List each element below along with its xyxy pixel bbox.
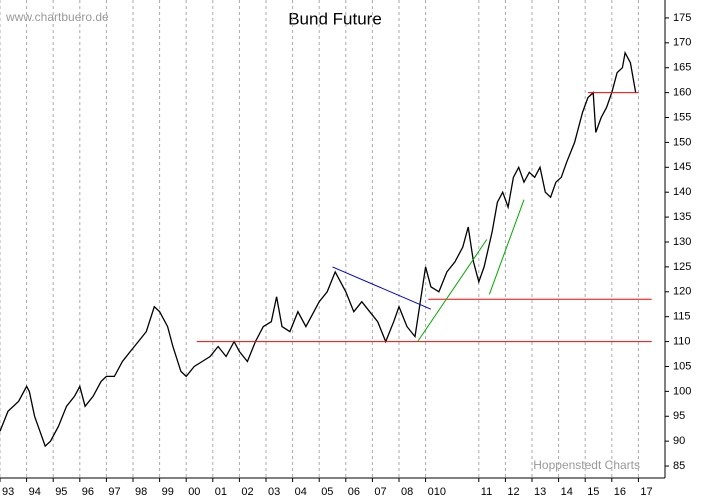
watermark: www.chartbuero.de [5,10,109,24]
x-tick-label: 07 [374,486,386,498]
y-tick-label: 140 [673,186,691,198]
x-tick-label: 16 [614,486,626,498]
x-tick-label: 98 [135,486,147,498]
y-tick-label: 120 [673,286,691,298]
y-tick-label: 100 [673,385,691,397]
y-tick-label: 90 [673,435,685,447]
x-tick-label: 04 [295,486,307,498]
x-tick-label: 11 [481,486,492,498]
y-tick-label: 160 [673,87,691,99]
x-tick-label: 010 [428,486,446,498]
x-tick-label: 08 [401,486,413,498]
y-tick-label: 150 [673,136,691,148]
x-tick-label: 15 [587,486,599,498]
y-tick-label: 85 [673,460,685,472]
y-tick-label: 175 [673,12,691,24]
y-tick-label: 125 [673,261,691,273]
x-tick-label: 93 [2,486,14,498]
y-tick-label: 170 [673,37,691,49]
trend-line [332,266,432,310]
y-tick-label: 130 [673,236,691,248]
x-tick-label: 02 [241,486,253,498]
x-tick-label: 00 [188,486,200,498]
y-tick-label: 95 [673,410,685,422]
trend-line [417,239,488,342]
y-tick-label: 135 [673,211,691,223]
x-tick-label: 94 [29,486,41,498]
x-tick-label: 95 [55,486,67,498]
x-tick-label: 05 [321,486,333,498]
y-tick-label: 105 [673,360,691,372]
x-tick-label: 01 [215,486,227,498]
y-tick-label: 155 [673,111,691,123]
x-tick-label: 97 [108,486,120,498]
x-tick-label: 03 [268,486,280,498]
x-tick-label: 12 [507,486,519,498]
x-tick-label: 06 [348,486,360,498]
y-tick-label: 145 [673,161,691,173]
x-tick-label: 13 [534,486,546,498]
y-tick-label: 165 [673,62,691,74]
chart-title: Bund Future [288,9,382,28]
x-tick-label: 14 [561,486,573,498]
y-tick-label: 115 [673,311,691,323]
x-tick-label: 96 [82,486,94,498]
x-tick-label: 99 [162,486,174,498]
y-tick-label: 110 [673,335,691,347]
trend-line [488,199,525,295]
source: Hoppenstedt Charts [533,458,640,472]
price-line [0,50,637,448]
x-tick-label: 17 [640,486,652,498]
